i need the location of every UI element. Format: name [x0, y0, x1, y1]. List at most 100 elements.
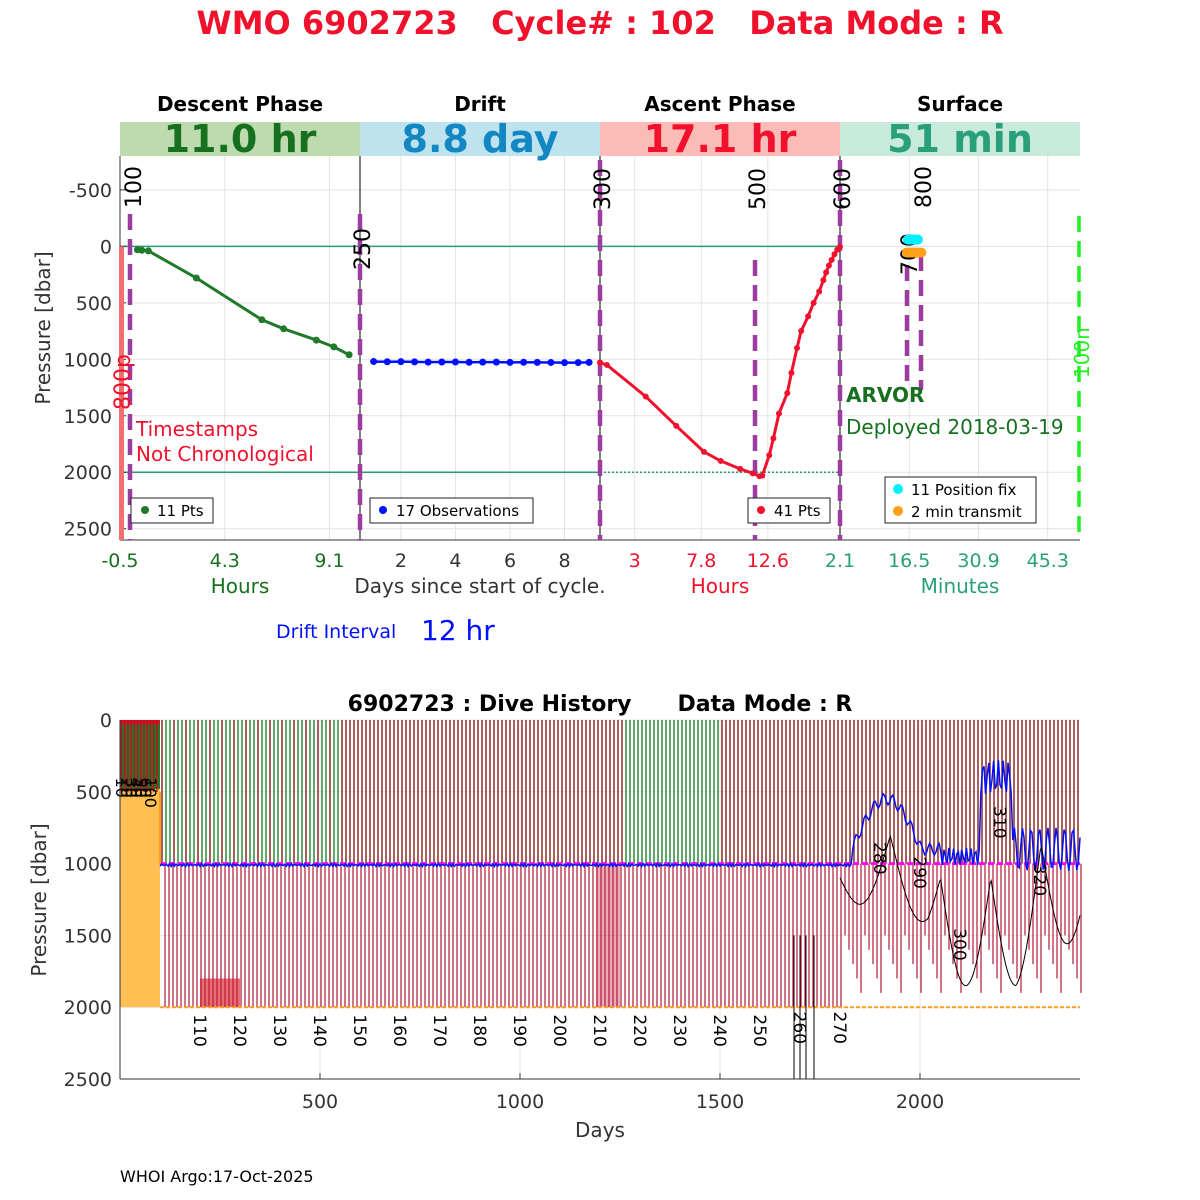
bottom-chart: 500 1000 1500 2000 0 500 1000 1500 2000 2500 110 12… [27, 692, 1082, 1142]
cycle-label: 250 [749, 1014, 769, 1046]
ascent-point [810, 299, 817, 306]
phase-band-0 [120, 122, 360, 156]
drift-point [547, 358, 555, 366]
top-xtick-label: 45.3 [1027, 550, 1069, 572]
ascent-point [825, 262, 832, 269]
bottom-xtick-label: 2000 [896, 1091, 944, 1113]
bottom-ytick-label: 500 [76, 782, 112, 804]
ascent-point [775, 410, 782, 417]
ascent-point [823, 269, 830, 276]
ascent-point [673, 422, 680, 429]
phase-duration-0: 11.0 hr [164, 117, 317, 161]
marker-label-300: 300 [591, 168, 616, 210]
ascent-point [749, 470, 756, 477]
cycle-label: 230 [669, 1014, 689, 1046]
drift-pressure-trace [159, 760, 1081, 871]
drift-point [424, 358, 432, 366]
ascent-point [603, 361, 610, 368]
top-xtick-label: 2.1 [825, 550, 855, 572]
cycle-label: 120 [229, 1014, 249, 1046]
bottom-xtick-label: 1500 [696, 1091, 744, 1113]
top-ytick-label: 500 [76, 293, 112, 315]
top-xtick-label: 7.8 [686, 550, 716, 572]
top-xtick-label: 9.1 [314, 550, 344, 572]
top-xtick-label: 2 [395, 550, 407, 572]
drift-point [492, 358, 500, 366]
deployed-date: Deployed 2018-03-19 [846, 415, 1064, 439]
drift-point [411, 358, 419, 366]
ascent-point [837, 243, 843, 250]
cycle-label: 170 [429, 1014, 449, 1046]
descent-legend-marker [141, 506, 149, 514]
bottom-ytick-label: 2500 [64, 1069, 112, 1091]
top-xtick-label: 8 [558, 550, 570, 572]
drift-legend [369, 497, 534, 524]
dense-ascent-block [596, 863, 620, 1008]
descent-point [192, 274, 200, 282]
top-xtick-label: 16.5 [888, 550, 930, 572]
descent-legend-text: 11 Pts [157, 502, 204, 520]
warning-line1: Timestamps [135, 417, 258, 441]
marker-label-500: 500 [746, 168, 771, 210]
phase-duration-2: 17.1 hr [644, 117, 797, 161]
position-fix-point [912, 234, 923, 245]
surface-legend-transmit-text: 2 min transmit [911, 503, 1022, 521]
drift-point [438, 358, 446, 366]
phase-duration-1: 8.8 day [402, 117, 559, 161]
ascent-point [820, 277, 827, 284]
drift-point [506, 358, 514, 366]
early-cycle-label: 60 [136, 777, 155, 797]
bottom-xlabel: Days [575, 1118, 625, 1142]
float-type: ARVOR [846, 383, 924, 407]
ascent-point [717, 457, 724, 464]
descent-point [312, 336, 320, 344]
marker-label-250: 250 [351, 228, 376, 270]
phase-duration-3: 51 min [887, 117, 1033, 161]
top-series [133, 234, 927, 480]
early-cycle-label: 20 [117, 777, 136, 797]
descent-point [138, 246, 146, 254]
top-ytick-label: 1500 [64, 406, 112, 428]
phase-name-3: Surface [917, 92, 1003, 116]
top-ytick-label: -500 [69, 180, 112, 202]
ascent-point [816, 288, 823, 295]
cycle-label: 260 [789, 1012, 809, 1044]
top-ytick-label: 2000 [64, 462, 112, 484]
ascent-point [642, 393, 649, 400]
top-panel-unit-2: Hours [691, 574, 750, 598]
drift-legend-marker [379, 506, 387, 514]
top-legends: 11 Pts 17 Observations 41 Pts 11 Position f… [130, 476, 1037, 524]
marker-label-600: 600 [831, 168, 856, 210]
ascent-point [701, 448, 708, 455]
top-xtick-label: -0.5 [101, 550, 138, 572]
top-panel-unit-0: Hours [211, 574, 270, 598]
transmit-point [916, 247, 927, 258]
bottom-ytick-label: 1000 [64, 854, 112, 876]
cycle-label: 240 [709, 1014, 729, 1046]
marker-label-100n: 100n [1070, 327, 1094, 378]
phase-band-2 [600, 122, 840, 156]
cycle-label: 310 [989, 806, 1009, 838]
figure-title: WMO 6902723 Cycle# : 102 Data Mode : R [196, 4, 1003, 42]
cycle-label: 210 [589, 1014, 609, 1046]
descent-start-bar [119, 246, 124, 540]
cycle-label: 300 [949, 928, 969, 960]
early-top-block [120, 720, 160, 725]
ascent-point [793, 345, 800, 351]
cycle-label: 190 [509, 1014, 529, 1046]
surface-legend-fix-text: 11 Position fix [911, 481, 1016, 499]
marker-label-100: 100 [122, 166, 147, 208]
drift-point [465, 358, 473, 366]
ascent-point [828, 256, 835, 263]
dense-ascent-block [200, 978, 240, 1008]
cycle-label: 150 [349, 1014, 369, 1046]
ascent-point [597, 359, 603, 366]
cycle-label: 180 [469, 1014, 489, 1046]
drift-point [397, 358, 405, 366]
ascent-point [805, 313, 812, 320]
drift-point [533, 358, 541, 366]
descent-point [330, 343, 338, 351]
descent-point [258, 316, 266, 324]
